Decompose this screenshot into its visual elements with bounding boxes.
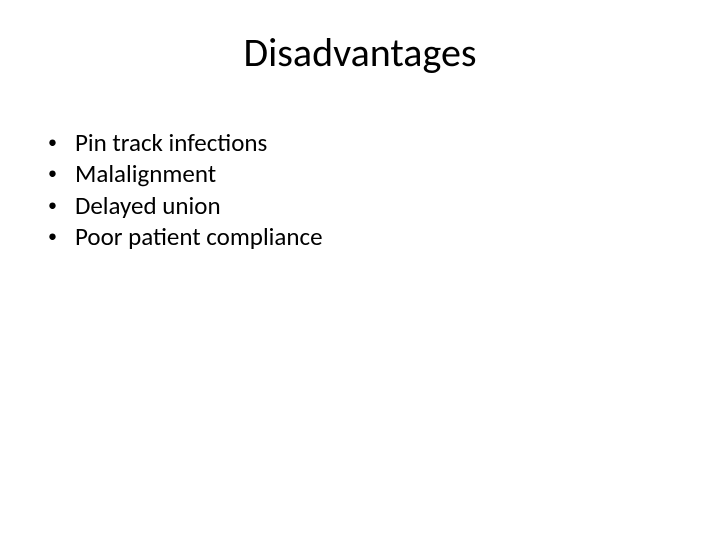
bullet-icon: • <box>48 221 57 252</box>
list-item: • Delayed union <box>48 190 720 221</box>
bullet-text: Delayed union <box>75 190 720 221</box>
slide-title: Disadvantages <box>0 28 720 77</box>
list-item: • Malalignment <box>48 158 720 189</box>
bullet-list: • Pin track infections • Malalignment • … <box>0 127 720 252</box>
bullet-icon: • <box>48 158 57 189</box>
slide-container: Disadvantages • Pin track infections • M… <box>0 0 720 540</box>
bullet-text: Poor patient compliance <box>75 221 720 252</box>
bullet-text: Malalignment <box>75 158 720 189</box>
bullet-icon: • <box>48 190 57 221</box>
bullet-icon: • <box>48 127 57 158</box>
list-item: • Pin track infections <box>48 127 720 158</box>
bullet-text: Pin track infections <box>75 127 720 158</box>
list-item: • Poor patient compliance <box>48 221 720 252</box>
